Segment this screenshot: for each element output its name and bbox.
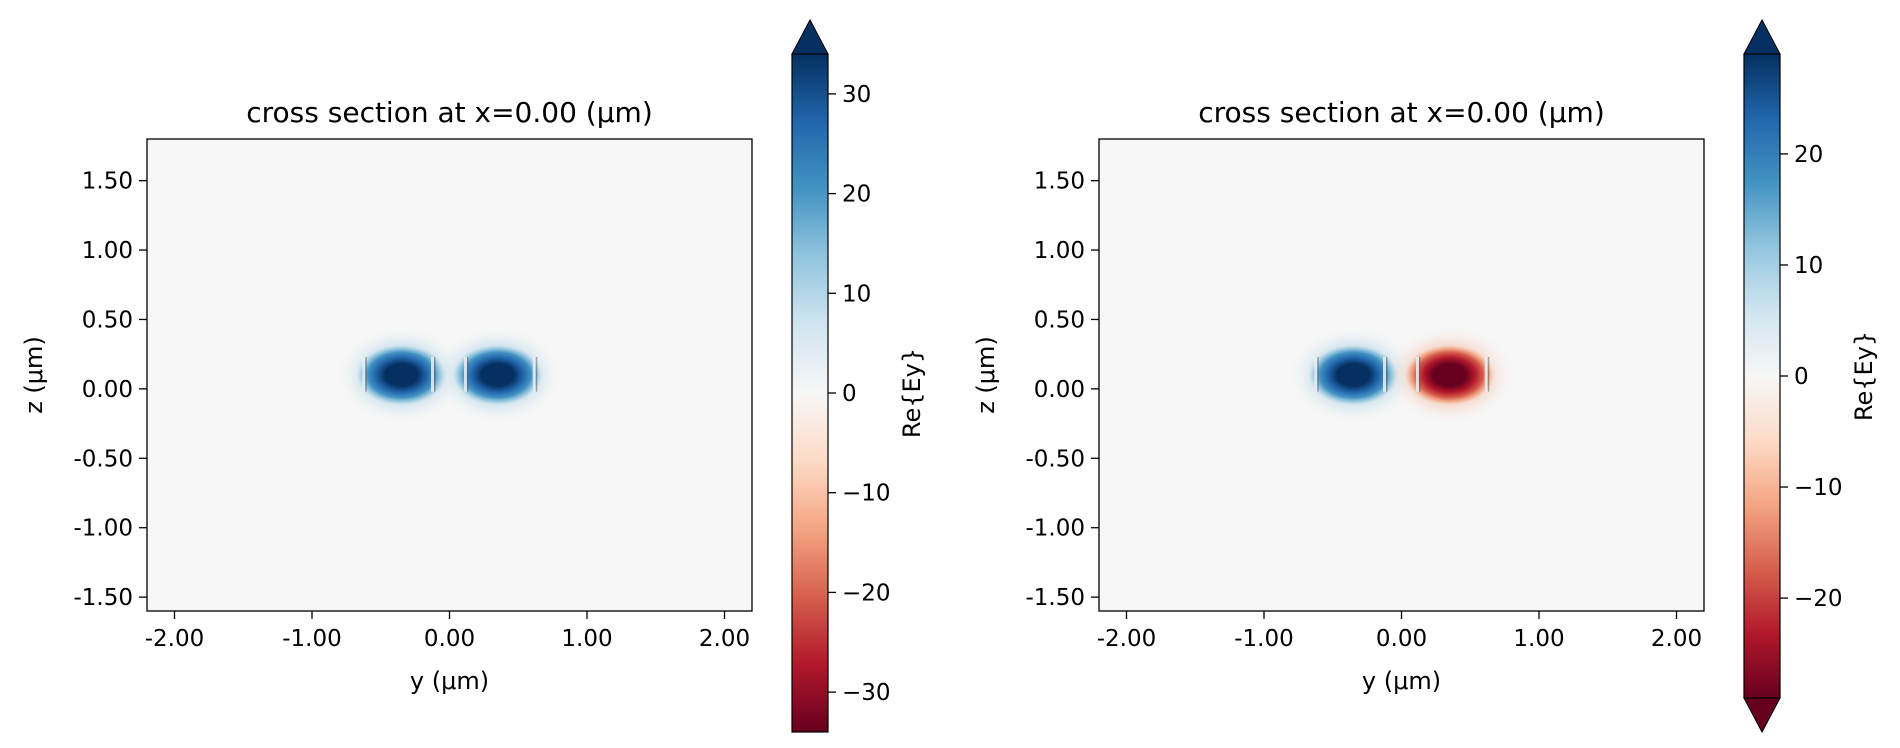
- waveguide-edge-shadow: [434, 356, 436, 392]
- colorbar-tick-label: 0: [1794, 364, 1809, 390]
- y-tick-label: 0.00: [1034, 377, 1085, 403]
- waveguide-edge-shadow: [1317, 356, 1319, 392]
- x-tick-label: 1.00: [561, 626, 612, 652]
- colorbar-tick-label: 30: [842, 82, 871, 108]
- heatmap-panel-right: cross section at x=0.00 (μm) -2.00 -1.00 0…: [972, 18, 1878, 734]
- field-lobe: [1402, 343, 1497, 407]
- y-axis-label: z (μm): [972, 336, 1000, 414]
- y-tick-label: -1.50: [1025, 585, 1085, 611]
- waveguide-edge: [1314, 356, 1318, 392]
- y-tick-label: -1.00: [73, 516, 133, 542]
- x-tick-label: -1.00: [282, 626, 342, 652]
- y-tick-label: 1.00: [1034, 238, 1085, 264]
- y-tick-label: 0.50: [1034, 307, 1085, 333]
- field-lobe: [354, 343, 449, 407]
- waveguide-edge: [362, 356, 366, 392]
- colorbar-tick-label: 0: [842, 381, 857, 407]
- colorbar-tick-label: −20: [842, 580, 891, 606]
- heatmap-panel-left: cross section at x=0.00 (μm) -2.00 -1.00 0…: [20, 18, 926, 733]
- colorbar-gradient: [792, 54, 828, 732]
- x-tick-label: 0.00: [1376, 626, 1427, 652]
- x-tick-label: -2.00: [145, 626, 205, 652]
- field-layer: [335, 325, 564, 425]
- colorbar: −20 −10 0 10 20 Re{Ey}: [1743, 18, 1878, 734]
- waveguide-edge: [1416, 356, 1419, 392]
- y-axis: -1.50 -1.00 -0.50 0.00 0.50 1.00 1.50: [1025, 169, 1099, 611]
- x-axis-label: y (μm): [1362, 667, 1441, 695]
- y-tick-label: 1.50: [1034, 169, 1085, 195]
- y-tick-label: 1.50: [82, 169, 133, 195]
- waveguide-edge: [431, 356, 434, 392]
- colorbar-tick-label: 20: [1794, 142, 1823, 168]
- waveguide-edge-shadow: [365, 356, 367, 392]
- waveguide-edge-shadow: [1386, 356, 1388, 392]
- x-axis-label: y (μm): [410, 667, 489, 695]
- colorbar-label: Re{Ey}: [1850, 331, 1878, 421]
- y-tick-label: 0.00: [82, 377, 133, 403]
- colorbar-label: Re{Ey}: [898, 348, 926, 438]
- y-tick-label: 1.00: [82, 238, 133, 264]
- plot-title: cross section at x=0.00 (μm): [246, 96, 653, 129]
- x-tick-label: 2.00: [699, 626, 750, 652]
- waveguide-edge: [464, 356, 467, 392]
- waveguide-edge: [1383, 356, 1386, 392]
- colorbar-tick-label: 10: [1794, 253, 1823, 279]
- plot-title: cross section at x=0.00 (μm): [1198, 96, 1605, 129]
- colorbar-tick-label: −10: [1794, 475, 1843, 501]
- colorbar-tick-label: 10: [842, 281, 871, 307]
- field-lobe: [450, 343, 545, 407]
- y-tick-label: -0.50: [73, 446, 133, 472]
- x-axis: -2.00 -1.00 0.00 1.00 2.00: [1097, 611, 1702, 652]
- x-tick-label: -2.00: [1097, 626, 1157, 652]
- x-axis: -2.00 -1.00 0.00 1.00 2.00: [145, 611, 750, 652]
- y-axis: -1.50 -1.00 -0.50 0.00 0.50 1.00 1.50: [73, 169, 147, 611]
- colorbar-extend-max: [1743, 18, 1781, 55]
- x-tick-label: 1.00: [1513, 626, 1564, 652]
- colorbar-extend-max: [791, 18, 829, 55]
- waveguide-edge-shadow: [535, 356, 538, 392]
- waveguide-edge-shadow: [467, 356, 469, 392]
- colorbar-tick-label: −10: [842, 481, 891, 507]
- colorbar-extend-min: [1743, 697, 1781, 734]
- y-tick-label: -1.00: [1025, 516, 1085, 542]
- waveguide-edge: [1484, 356, 1488, 392]
- field-lobe: [1306, 343, 1401, 407]
- x-tick-label: 2.00: [1651, 626, 1702, 652]
- colorbar: −30 −20 −10 0 10 20 30 Re{Ey}: [791, 18, 926, 733]
- x-tick-label: -1.00: [1234, 626, 1294, 652]
- waveguide-edge-shadow: [1487, 356, 1490, 392]
- colorbar-tick-label: 20: [842, 182, 871, 208]
- waveguide-edge-shadow: [1419, 356, 1421, 392]
- y-tick-label: -0.50: [1025, 446, 1085, 472]
- colorbar-gradient: [1744, 54, 1780, 698]
- colorbar-tick-label: −20: [1794, 586, 1843, 612]
- waveguide-edge: [532, 356, 536, 392]
- x-tick-label: 0.00: [424, 626, 475, 652]
- y-axis-label: z (μm): [20, 336, 48, 414]
- colorbar-tick-label: −30: [842, 680, 891, 706]
- y-tick-label: -1.50: [73, 585, 133, 611]
- y-tick-label: 0.50: [82, 307, 133, 333]
- field-layer: [1287, 325, 1516, 425]
